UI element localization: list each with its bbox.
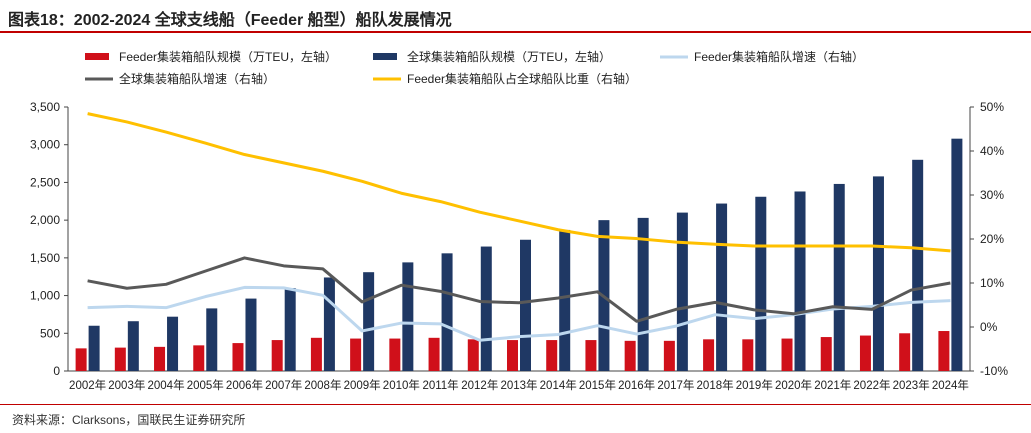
bar-feeder-fleet [154, 346, 166, 371]
bar-feeder-fleet [663, 340, 675, 371]
bar-feeder-fleet [232, 343, 244, 371]
chart-title: 图表18：2002-2024 全球支线船（Feeder 船型）船队发展情况 [8, 12, 452, 29]
left-tick-label: 1,000 [30, 289, 60, 303]
x-tick-label: 2003年 [108, 378, 145, 392]
line-series-4 [87, 112, 951, 253]
bar-feeder-fleet [742, 339, 754, 371]
x-tick-label: 2018年 [697, 378, 734, 392]
x-tick-label: 2005年 [187, 378, 224, 392]
bar-global-fleet [402, 262, 414, 371]
bar-feeder-fleet [859, 335, 871, 371]
x-tick-label: 2019年 [736, 378, 773, 392]
x-tick-label: 2004年 [147, 378, 184, 392]
bar-global-fleet [245, 298, 257, 371]
source-note: 资料来源：Clarksons，国联民生证券研究所 [12, 413, 246, 427]
bar-feeder-fleet [271, 340, 283, 371]
bar-feeder-fleet [114, 347, 126, 371]
bar-feeder-fleet [389, 338, 401, 371]
bar-feeder-fleet [75, 348, 87, 371]
right-tick-label: 10% [980, 276, 1004, 290]
line-series-3 [87, 256, 951, 323]
bar-feeder-fleet [585, 340, 597, 371]
x-tick-label: 2023年 [893, 378, 930, 392]
bar-global-fleet [716, 203, 728, 371]
bar-global-fleet [833, 183, 845, 371]
left-tick-label: 2,000 [30, 213, 60, 227]
right-tick-label: 40% [980, 144, 1004, 158]
x-tick-label: 2012年 [461, 378, 498, 392]
x-tick-label: 2016年 [618, 378, 655, 392]
bar-feeder-fleet [350, 338, 362, 371]
legend-label: 全球集装箱船队增速（右轴） [119, 71, 275, 86]
bar-feeder-fleet [938, 331, 950, 371]
x-tick-label: 2010年 [383, 378, 420, 392]
left-tick-label: 3,500 [30, 100, 60, 114]
left-tick-label: 1,500 [30, 251, 60, 265]
bar-feeder-fleet [781, 338, 793, 371]
bar-global-fleet [520, 239, 531, 371]
x-tick-label: 2021年 [814, 378, 851, 392]
bar-global-fleet [441, 253, 453, 371]
bar-global-fleet [167, 316, 179, 371]
x-tick-label: 2011年 [422, 378, 458, 392]
left-tick-label: 0 [53, 364, 60, 378]
bar-global-fleet [323, 277, 335, 371]
left-tick-label: 2,500 [30, 175, 60, 189]
bar-global-fleet [951, 138, 963, 371]
x-tick-label: 2022年 [853, 378, 890, 392]
bar-global-fleet [637, 217, 649, 371]
x-tick-label: 2014年 [540, 378, 577, 392]
x-tick-label: 2007年 [265, 378, 302, 392]
title-divider [0, 31, 1031, 33]
left-tick-label: 500 [40, 326, 60, 340]
bar-feeder-fleet [703, 339, 715, 371]
bar-global-fleet [363, 272, 375, 371]
x-tick-label: 2024年 [932, 378, 969, 392]
bar-global-fleet [755, 196, 767, 371]
bar-global-fleet [912, 159, 924, 371]
legend-swatch [85, 53, 109, 60]
bar-feeder-fleet [428, 337, 440, 371]
bar-global-fleet [676, 212, 688, 371]
bar-feeder-fleet [193, 345, 205, 371]
x-tick-label: 2002年 [69, 378, 106, 392]
bar-global-fleet [284, 288, 296, 371]
bar-feeder-fleet [507, 340, 518, 371]
source-divider [0, 404, 1031, 405]
bar-feeder-fleet [467, 339, 479, 371]
legend-label: Feeder集装箱船队规模（万TEU，左轴） [119, 49, 337, 64]
legend-label: Feeder集装箱船队占全球船队比重（右轴） [407, 71, 637, 86]
bar-feeder-fleet [899, 333, 911, 371]
x-tick-label: 2009年 [344, 378, 381, 392]
right-tick-label: 30% [980, 188, 1004, 202]
bar-global-fleet [206, 308, 218, 371]
right-tick-label: 20% [980, 232, 1004, 246]
bar-global-fleet [872, 176, 884, 371]
x-tick-label: 2006年 [226, 378, 263, 392]
bar-global-fleet [559, 229, 571, 371]
left-tick-label: 3,000 [30, 138, 60, 152]
right-tick-label: 50% [980, 100, 1004, 114]
legend-label: 全球集装箱船队规模（万TEU，左轴） [407, 49, 611, 64]
bar-global-fleet [480, 246, 492, 371]
right-tick-label: -10% [980, 364, 1008, 378]
right-tick-label: 0% [980, 320, 998, 334]
x-tick-label: 2015年 [579, 378, 616, 392]
x-tick-label: 2020年 [775, 378, 812, 392]
x-tick-label: 2017年 [657, 378, 694, 392]
bar-feeder-fleet [310, 337, 322, 371]
bar-global-fleet [794, 191, 806, 371]
legend-label: Feeder集装箱船队增速（右轴） [694, 49, 864, 64]
x-tick-label: 2008年 [304, 378, 341, 392]
bar-feeder-fleet [546, 340, 558, 371]
x-tick-label: 2013年 [500, 378, 537, 392]
bar-global-fleet [88, 325, 100, 371]
bar-global-fleet [127, 321, 139, 371]
legend-swatch [373, 53, 397, 60]
bar-feeder-fleet [624, 340, 636, 371]
bar-feeder-fleet [820, 337, 832, 371]
